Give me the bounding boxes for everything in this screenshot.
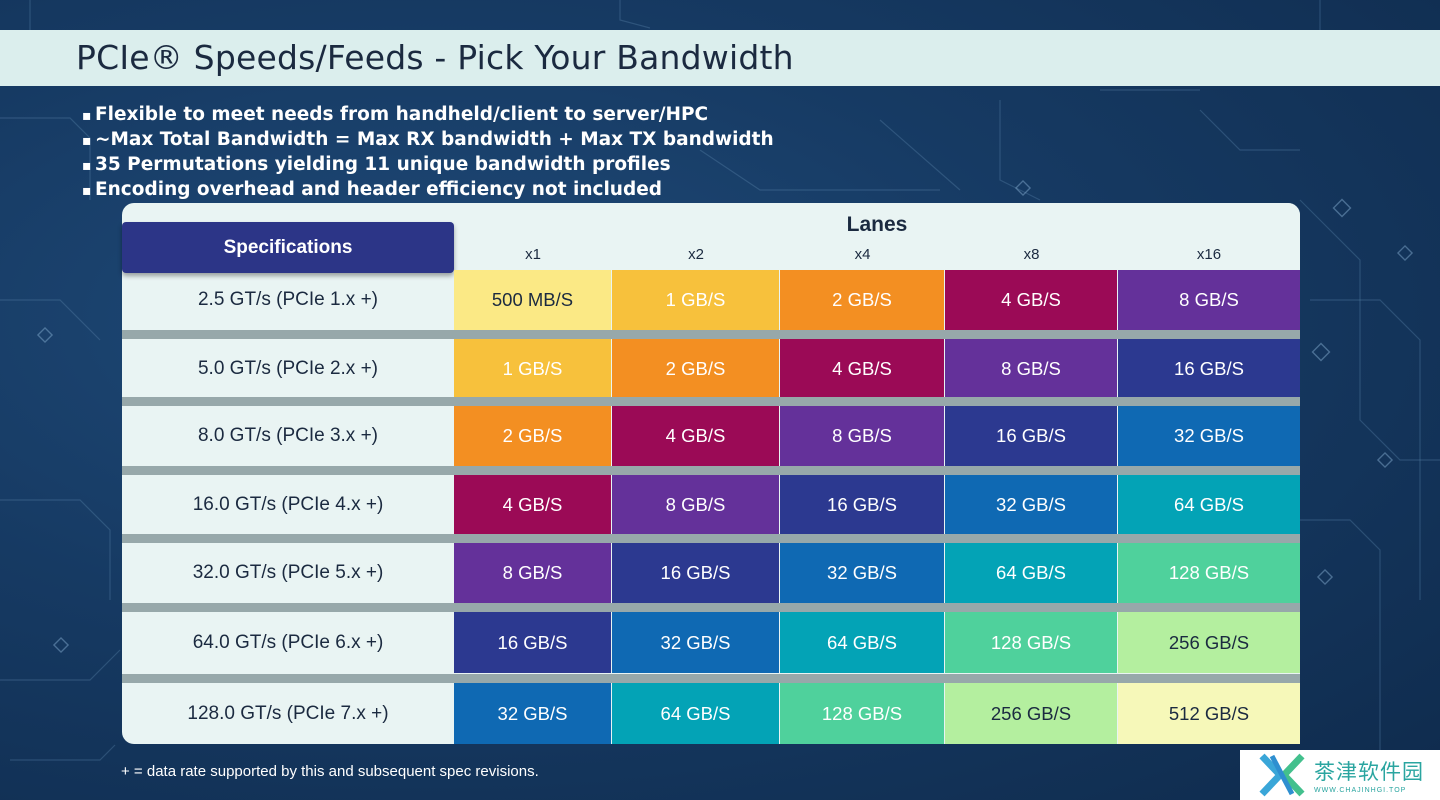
watermark-logo-icon (1259, 753, 1305, 797)
bandwidth-cell: 32 GB/S (945, 475, 1117, 534)
spec-cell: 2.5 GT/s (PCIe 1.x +) (197, 289, 379, 310)
row-separator (122, 397, 1300, 406)
bandwidth-cell: 4 GB/S (945, 270, 1117, 330)
bandwidth-cell: 32 GB/S (612, 612, 779, 673)
bullet-item: 35 Permutations yielding 11 unique bandw… (82, 153, 774, 178)
bandwidth-cell: 16 GB/S (454, 612, 611, 673)
bandwidth-cell: 128 GB/S (780, 683, 944, 744)
watermark-name: 茶津软件园 (1314, 760, 1424, 784)
bandwidth-cell: 16 GB/S (780, 475, 944, 534)
bandwidth-cell: 256 GB/S (1118, 612, 1300, 673)
bandwidth-cell: 128 GB/S (945, 612, 1117, 673)
bullet-item: Flexible to meet needs from handheld/cli… (82, 103, 774, 128)
bandwidth-cell: 64 GB/S (780, 612, 944, 673)
bandwidth-cell: 4 GB/S (454, 475, 611, 534)
bandwidth-cell: 8 GB/S (612, 475, 779, 534)
bandwidth-cell: 16 GB/S (612, 543, 779, 603)
spec-cell: 8.0 GT/s (PCIe 3.x +) (197, 425, 379, 446)
lanes-header-panel (454, 203, 1300, 270)
bandwidth-cell: 32 GB/S (454, 683, 611, 744)
bandwidth-cell: 64 GB/S (945, 543, 1117, 603)
bandwidth-cell: 16 GB/S (945, 406, 1117, 466)
bandwidth-cell: 128 GB/S (1118, 543, 1300, 603)
page-title: PCIe® Speeds/Feeds - Pick Your Bandwidth (76, 38, 794, 77)
row-separator (122, 466, 1300, 475)
lane-label-x4: x4 (854, 246, 871, 263)
row-separator (122, 330, 1300, 339)
row-separator (122, 534, 1300, 543)
spec-cell: 16.0 GT/s (PCIe 4.x +) (192, 493, 384, 515)
bullet-list: Flexible to meet needs from handheld/cli… (82, 103, 774, 203)
title-bar: PCIe® Speeds/Feeds - Pick Your Bandwidth (0, 30, 1440, 86)
bandwidth-cell: 8 GB/S (945, 339, 1117, 398)
bandwidth-cell: 32 GB/S (780, 543, 944, 603)
spec-cell: 64.0 GT/s (PCIe 6.x +) (192, 631, 384, 653)
bandwidth-cell: 2 GB/S (612, 339, 779, 398)
specifications-header: Specifications (122, 222, 454, 273)
bandwidth-cell: 32 GB/S (1118, 406, 1300, 466)
bandwidth-cell: 1 GB/S (612, 270, 779, 330)
spec-cell: 5.0 GT/s (PCIe 2.x +) (197, 357, 379, 379)
bandwidth-cell: 2 GB/S (780, 270, 944, 330)
lane-label-x8: x8 (1023, 246, 1040, 263)
bandwidth-cell: 8 GB/S (1118, 270, 1300, 330)
spec-cell: 32.0 GT/s (PCIe 5.x +) (192, 562, 384, 583)
bandwidth-cell: 4 GB/S (612, 406, 779, 466)
bandwidth-cell: 16 GB/S (1118, 339, 1300, 398)
bandwidth-cell: 500 MB/S (454, 270, 611, 330)
row-separator (122, 603, 1300, 612)
spec-cell: 128.0 GT/s (PCIe 7.x +) (187, 702, 389, 724)
bandwidth-cell: 512 GB/S (1118, 683, 1300, 744)
lane-label-x2: x2 (688, 246, 704, 263)
footnote: + = data rate supported by this and subs… (121, 763, 539, 780)
bandwidth-cell: 64 GB/S (612, 683, 779, 744)
row-separator (122, 674, 1300, 683)
watermark: 茶津软件园 WWW.CHAJINHGI.TOP (1240, 750, 1440, 800)
bandwidth-cell: 64 GB/S (1118, 475, 1300, 534)
lane-label-x16: x16 (1196, 246, 1222, 263)
bullet-item: Encoding overhead and header efficiency … (82, 178, 774, 203)
bandwidth-cell: 8 GB/S (780, 406, 944, 466)
bandwidth-cell: 256 GB/S (945, 683, 1117, 744)
lanes-header: Lanes (846, 213, 908, 236)
bullet-item: ~Max Total Bandwidth = Max RX bandwidth … (82, 128, 774, 153)
bandwidth-cell: 4 GB/S (780, 339, 944, 398)
bandwidth-cell: 1 GB/S (454, 339, 611, 398)
bandwidth-cell: 2 GB/S (454, 406, 611, 466)
watermark-url: WWW.CHAJINHGI.TOP (1314, 787, 1407, 794)
lane-label-x1: x1 (525, 246, 541, 263)
bandwidth-cell: 8 GB/S (454, 543, 611, 603)
